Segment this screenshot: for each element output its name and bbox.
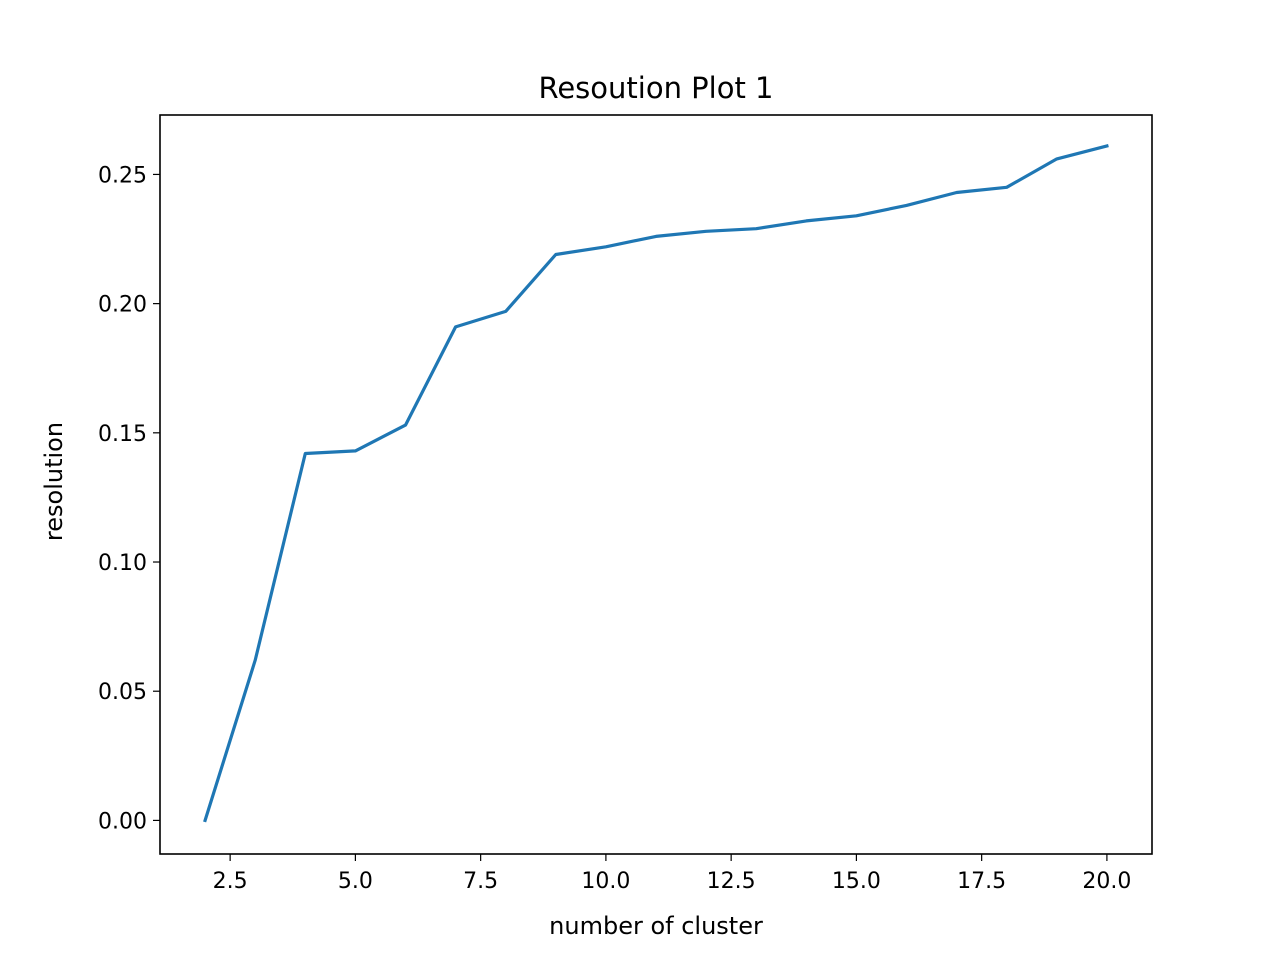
x-axis: 2.5 5.0 7.5 10.0 12.5 15.0 17.5 20.0 <box>213 854 1131 894</box>
x-tick-label: 20.0 <box>1082 869 1131 894</box>
series-layer <box>203 144 1109 823</box>
x-tick-label: 15.0 <box>832 869 881 894</box>
y-axis: 0.00 0.05 0.10 0.15 0.20 0.25 <box>98 163 160 834</box>
series-line <box>203 144 1109 823</box>
x-axis-label: number of cluster <box>549 912 763 940</box>
plot-area <box>159 114 1153 855</box>
y-tick-label: 0.10 <box>98 551 147 576</box>
y-axis-label: resolution <box>40 422 68 541</box>
y-tick-label: 0.20 <box>98 293 147 318</box>
y-tick-label: 0.25 <box>98 163 147 188</box>
x-tick-label: 17.5 <box>957 869 1006 894</box>
x-tick-label: 7.5 <box>463 869 498 894</box>
chart-title: Resoution Plot 1 <box>538 71 773 105</box>
y-tick-label: 0.05 <box>98 680 147 705</box>
x-tick-label: 2.5 <box>213 869 248 894</box>
x-tick-label: 10.0 <box>581 869 630 894</box>
y-tick-label: 0.15 <box>98 422 147 447</box>
x-tick-label: 12.5 <box>707 869 756 894</box>
x-tick-label: 5.0 <box>338 869 373 894</box>
y-tick-label: 0.00 <box>98 809 147 834</box>
